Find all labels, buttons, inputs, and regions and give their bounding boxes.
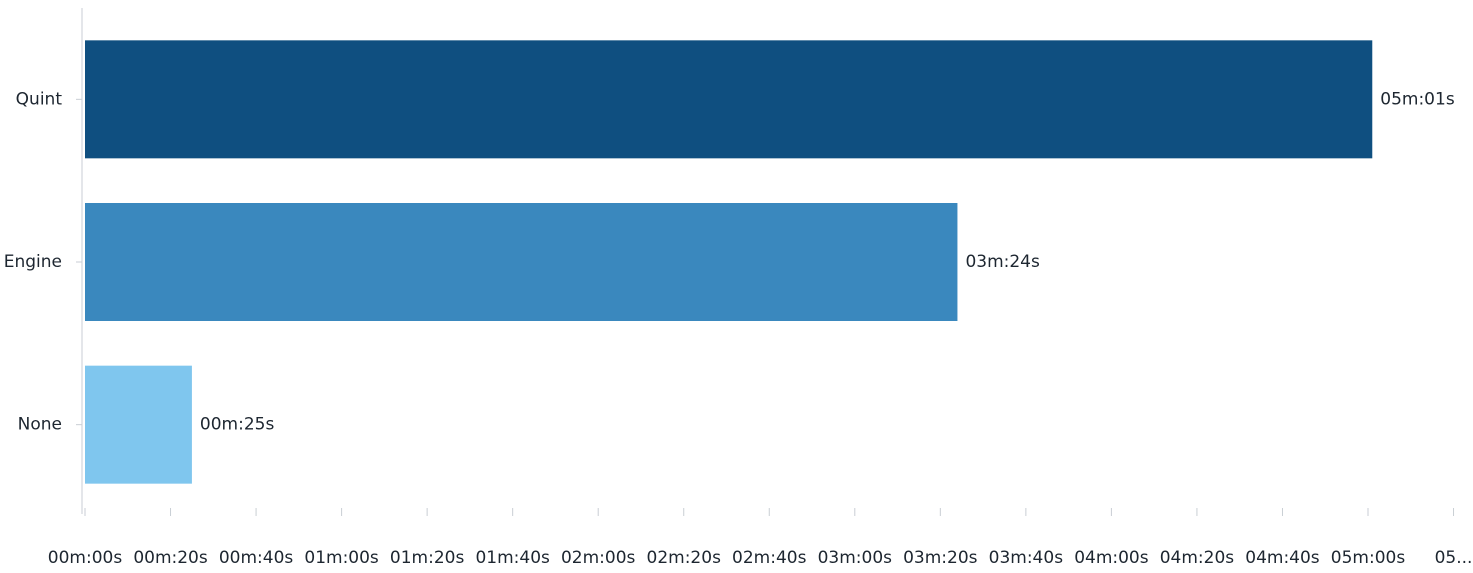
x-tick-label: 03m:20s — [903, 548, 978, 568]
x-tick-label: 00m:00s — [48, 548, 123, 568]
labels-layer: Quint 05m:01s Engine 03m:24s None 00m:25s 00m:… — [4, 89, 1473, 568]
x-tick-label: 04m:00s — [1074, 548, 1149, 568]
x-tick-label: 00m:20s — [133, 548, 208, 568]
category-label: Quint — [16, 89, 63, 109]
x-tick-label: 05m:00s — [1331, 548, 1406, 568]
x-tick-label: 03m:00s — [818, 548, 893, 568]
bar-none — [85, 365, 192, 484]
value-label: 00m:25s — [200, 415, 275, 435]
x-tick-label: 02m:00s — [561, 548, 636, 568]
x-tick-label: 04m:20s — [1160, 548, 1235, 568]
category-label: None — [18, 415, 62, 435]
axes-layer — [76, 8, 1455, 516]
x-tick-label: 02m:40s — [732, 548, 807, 568]
x-tick-label: 01m:00s — [304, 548, 379, 568]
x-tick-label: 02m:20s — [647, 548, 722, 568]
value-label: 03m:24s — [965, 252, 1040, 272]
x-tick-label: 03m:40s — [989, 548, 1064, 568]
x-tick-label: 01m:40s — [475, 548, 550, 568]
value-label: 05m:01s — [1380, 89, 1455, 109]
x-tick-label: 01m:20s — [390, 548, 465, 568]
bar-engine — [85, 203, 958, 321]
bar-quint — [85, 40, 1373, 159]
category-label: Engine — [4, 252, 62, 272]
bars-layer — [85, 40, 1373, 484]
x-tick-label: 00m:40s — [219, 548, 294, 568]
x-tick-label: 04m:40s — [1245, 548, 1320, 568]
x-tick-label: 05... — [1435, 548, 1473, 568]
